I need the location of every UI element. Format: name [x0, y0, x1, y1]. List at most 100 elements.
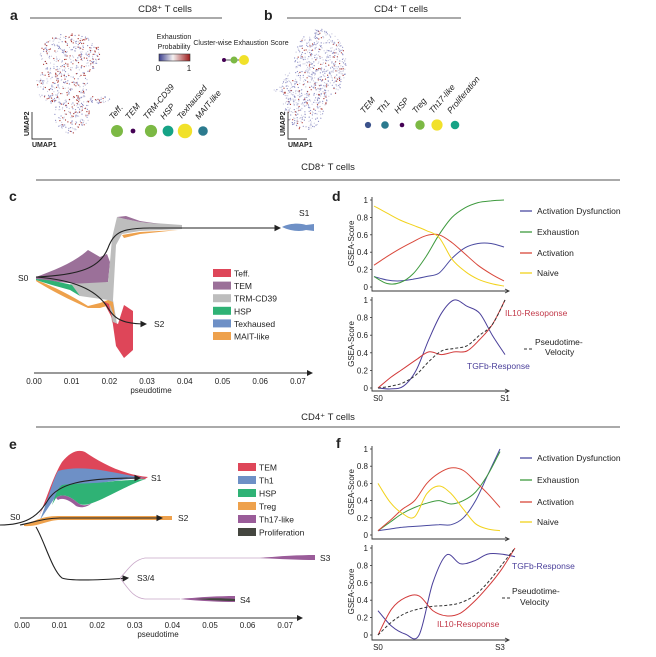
legend-label: Th1 — [259, 476, 274, 486]
umap-cell — [63, 69, 65, 71]
umap-cell — [297, 48, 299, 50]
umap-cell — [301, 118, 303, 120]
umap-cell — [339, 76, 341, 78]
umap-cell — [336, 59, 338, 61]
umap-cell — [86, 101, 88, 103]
umap-cell — [76, 81, 78, 83]
x-end-label: S3 — [495, 643, 505, 652]
umap-cell — [317, 79, 319, 81]
umap-cell — [44, 47, 46, 49]
stream-teff — [103, 301, 133, 358]
umap-cell — [88, 54, 90, 56]
umap-cell — [309, 63, 311, 65]
umap-cell — [301, 122, 303, 124]
umap-cell — [48, 94, 50, 96]
panel-b-title: CD4⁺ T cells — [374, 4, 428, 15]
umap-cell — [320, 45, 322, 48]
umap-cell — [286, 88, 288, 90]
umap-cell — [67, 65, 69, 67]
umap-cell — [311, 58, 313, 60]
umap-cell — [295, 99, 297, 101]
umap-cell — [80, 55, 82, 57]
umap-cell — [54, 37, 56, 39]
umap-cell — [335, 44, 338, 46]
umap-cell — [326, 51, 328, 53]
umap-cell — [291, 122, 293, 124]
umap-cell — [294, 96, 296, 98]
umap-cell — [339, 79, 341, 82]
cluster-score-dot — [111, 125, 123, 137]
series-line-pseudotime-velocity — [377, 299, 506, 389]
umap-cell — [88, 53, 90, 56]
umap-cell — [304, 93, 306, 95]
umap-cell — [84, 96, 86, 98]
umap-cell — [302, 104, 304, 106]
umap-cell — [338, 44, 340, 47]
umap-cell — [298, 90, 300, 92]
umap-cell — [80, 74, 82, 76]
umap-cell — [292, 80, 294, 82]
x-ticks: 0.00 0.01 0.02 0.03 0.04 0.05 0.06 0.07 — [14, 621, 293, 630]
umap-cell — [329, 73, 331, 75]
umap-cell — [84, 84, 86, 86]
umap-cell — [78, 115, 80, 117]
stream-tem-top — [117, 216, 160, 224]
legend-swatch — [238, 528, 256, 536]
umap-cell — [318, 38, 320, 40]
umap-cell — [325, 90, 327, 92]
umap-cell — [64, 58, 66, 61]
umap-cell — [43, 63, 45, 65]
legend-swatch — [213, 294, 231, 303]
umap-cell — [83, 101, 85, 103]
umap-cell — [286, 103, 289, 105]
umap-cell — [289, 111, 291, 113]
umap-cell — [61, 127, 63, 129]
umap-cell — [65, 55, 67, 57]
umap-cell — [332, 56, 334, 58]
umap-cell — [42, 83, 44, 85]
umap-cell — [317, 69, 319, 71]
umap-cell — [53, 63, 55, 65]
umap-cell — [45, 62, 48, 64]
umap-cell — [306, 92, 308, 95]
umap-cell — [303, 115, 305, 117]
umap-cell — [298, 105, 300, 108]
umap-cell — [82, 119, 84, 121]
umap-cell — [333, 63, 335, 65]
umap-cell — [70, 122, 72, 124]
umap-cell — [313, 126, 315, 128]
umap-cell — [86, 116, 88, 118]
umap-cell — [285, 82, 287, 84]
umap-cell — [91, 100, 93, 102]
umap-cell — [315, 84, 317, 86]
umap-cell — [91, 101, 93, 103]
umap-cell — [80, 67, 82, 69]
umap-cell — [285, 100, 287, 103]
umap-cell — [72, 63, 74, 65]
umap-cell — [68, 129, 70, 131]
umap-cell — [67, 102, 69, 104]
umap-cell — [332, 70, 334, 72]
umap-cell — [308, 65, 310, 67]
umap-cell — [36, 80, 38, 82]
umap-cell — [327, 40, 329, 42]
umap-cell — [66, 51, 68, 53]
umap-cell — [61, 49, 63, 51]
umap-cell — [56, 44, 58, 46]
umap-cell — [312, 125, 314, 127]
umap-cell — [82, 90, 85, 92]
umap-cell — [51, 84, 53, 86]
umap-cell — [287, 110, 289, 112]
umap-cell — [285, 108, 287, 110]
umap-cell — [311, 76, 313, 78]
umap-cell — [64, 119, 67, 121]
umap-cell — [288, 72, 291, 74]
umap-cell — [338, 43, 340, 45]
umap-cell — [55, 74, 57, 76]
colorbar-min: 0 — [156, 64, 161, 73]
umap-cell — [47, 80, 49, 82]
umap-cell — [299, 93, 301, 95]
umap-cell — [63, 36, 65, 38]
umap-cell — [344, 68, 346, 70]
stream-s4-proliferation — [195, 598, 235, 601]
